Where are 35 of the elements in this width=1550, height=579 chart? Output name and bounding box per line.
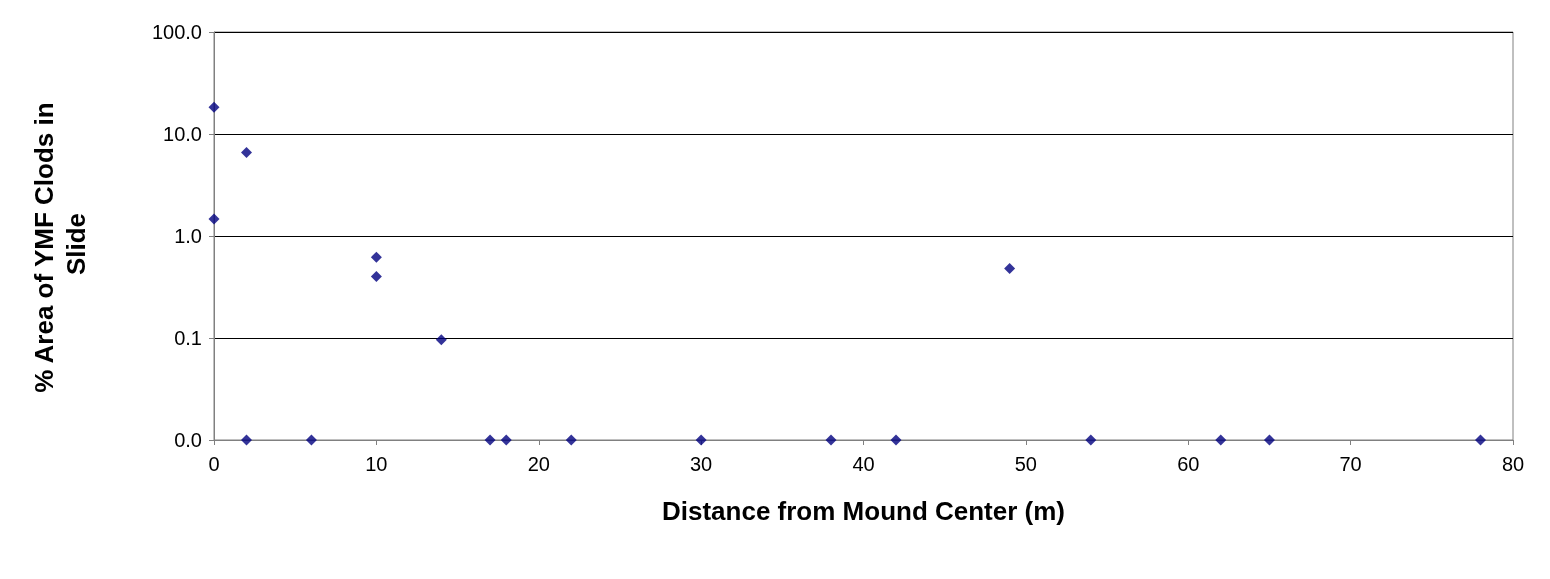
point [370, 251, 382, 263]
y-axis-title: % Area of YMF Clods in Slide [29, 95, 91, 393]
point [305, 434, 317, 446]
x-tick-label: 0 [208, 453, 220, 475]
point [1475, 434, 1487, 446]
y-tick-label: 0.0 [174, 429, 202, 451]
point [370, 271, 382, 283]
point [890, 434, 902, 446]
point [208, 213, 220, 225]
x-tick-label: 50 [1014, 453, 1037, 475]
x-tick-label: 40 [852, 453, 875, 475]
point [435, 334, 447, 346]
point [695, 434, 707, 446]
x-axis-title: Distance from Mound Center (m) [661, 496, 1066, 526]
point [565, 434, 577, 446]
point [208, 101, 220, 113]
point [240, 146, 252, 158]
point [1263, 434, 1275, 446]
point [1215, 434, 1227, 446]
x-tick-label: 70 [1339, 453, 1362, 475]
point [825, 434, 837, 446]
x-tick-label: 30 [690, 453, 713, 475]
y-tick-label: 0.1 [174, 327, 202, 349]
x-tick-label: 20 [527, 453, 550, 475]
point [1085, 434, 1097, 446]
x-tick-label: 60 [1177, 453, 1200, 475]
y-tick-label: 10.0 [163, 123, 202, 145]
x-tick-label: 10 [365, 453, 388, 475]
y-tick-label: 1.0 [174, 225, 202, 247]
point [1004, 263, 1016, 275]
point [240, 434, 252, 446]
point [500, 434, 512, 446]
x-tick-label: 80 [1501, 453, 1525, 475]
y-tick-label: 100.0 [151, 21, 202, 43]
point [484, 434, 496, 446]
